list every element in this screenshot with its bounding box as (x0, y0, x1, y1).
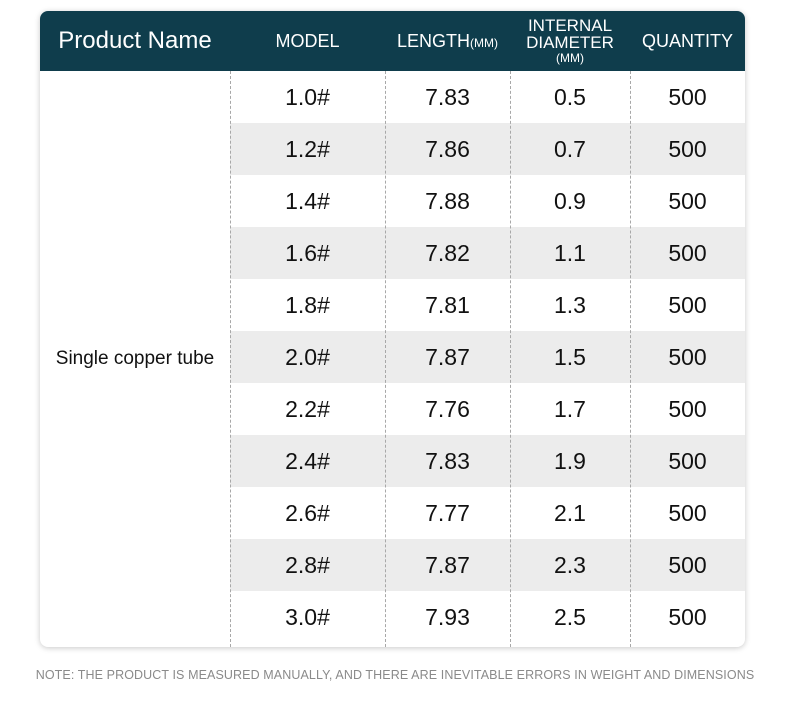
table-header: Product Name MODEL LENGTH(MM) INTERNAL D… (40, 11, 745, 71)
quantity-cell: 500 (668, 187, 707, 214)
header-length-label: LENGTH(MM) (397, 31, 498, 52)
length-cell: 7.93 (425, 603, 470, 630)
length-cell: 7.86 (425, 135, 470, 162)
table-row: 2.2# 7.76 1.7 500 (230, 383, 745, 435)
table-row: 1.0# 7.83 0.5 500 (230, 71, 745, 123)
diameter-cell: 2.5 (554, 603, 586, 630)
quantity-cell: 500 (668, 83, 707, 110)
length-cell: 7.87 (425, 343, 470, 370)
length-cell: 7.77 (425, 499, 470, 526)
spec-table: Product Name MODEL LENGTH(MM) INTERNAL D… (40, 11, 745, 647)
header-product-name-label: Product Name (58, 27, 212, 54)
table-row: 1.4# 7.88 0.9 500 (230, 175, 745, 227)
model-cell: 1.0# (285, 83, 330, 110)
model-cell: 2.4# (285, 447, 330, 474)
quantity-cell: 500 (668, 499, 707, 526)
header-model: MODEL (230, 11, 385, 71)
model-cell: 1.6# (285, 239, 330, 266)
table-row: 2.4# 7.83 1.9 500 (230, 435, 745, 487)
diameter-cell: 1.9 (554, 447, 586, 474)
model-cell: 1.2# (285, 135, 330, 162)
header-diameter-line1: INTERNAL (527, 16, 613, 35)
column-divider (385, 71, 386, 647)
header-quantity-label: QUANTITY (641, 30, 733, 51)
column-divider (230, 71, 231, 647)
table-row: 2.0# 7.87 1.5 500 (230, 331, 745, 383)
diameter-cell: 2.1 (554, 499, 586, 526)
quantity-cell: 500 (668, 447, 707, 474)
quantity-cell: 500 (668, 291, 707, 318)
header-length: LENGTH(MM) (385, 11, 510, 71)
table-row: 1.8# 7.81 1.3 500 (230, 279, 745, 331)
diameter-cell: 1.3 (554, 291, 586, 318)
table-row: 2.8# 7.87 2.3 500 (230, 539, 745, 591)
length-cell: 7.76 (425, 395, 470, 422)
quantity-cell: 500 (668, 239, 707, 266)
header-quantity: QUANTITY (630, 11, 745, 71)
length-cell: 7.83 (425, 447, 470, 474)
quantity-cell: 500 (668, 343, 707, 370)
quantity-cell: 500 (668, 551, 707, 578)
model-cell: 1.8# (285, 291, 330, 318)
length-cell: 7.82 (425, 239, 470, 266)
length-cell: 7.83 (425, 83, 470, 110)
diameter-cell: 1.1 (554, 239, 586, 266)
length-cell: 7.81 (425, 291, 470, 318)
column-divider (510, 71, 511, 647)
quantity-cell: 500 (668, 395, 707, 422)
quantity-cell: 500 (668, 135, 707, 162)
table-row: 2.6# 7.77 2.1 500 (230, 487, 745, 539)
header-length-text: LENGTH (397, 30, 471, 51)
length-cell: 7.87 (425, 551, 470, 578)
header-product-name: Product Name (40, 11, 230, 71)
diameter-cell: 0.7 (554, 135, 586, 162)
model-cell: 1.4# (285, 187, 330, 214)
product-name-cell: Single copper tube (55, 348, 215, 369)
model-cell: 2.2# (285, 395, 330, 422)
model-cell: 2.6# (285, 499, 330, 526)
model-cell: 2.8# (285, 551, 330, 578)
diameter-cell: 1.7 (554, 395, 586, 422)
header-diameter-line2: DIAMETER (526, 33, 614, 52)
measurement-note: NOTE: THE PRODUCT IS MEASURED MANUALLY, … (35, 668, 755, 682)
column-divider (630, 71, 631, 647)
header-internal-diameter: INTERNAL DIAMETER (MM) (510, 11, 630, 71)
table-row: 3.0# 7.93 2.5 500 (230, 591, 745, 643)
header-model-label: MODEL (275, 30, 340, 51)
model-cell: 3.0# (285, 603, 330, 630)
table-body: 1.0# 7.83 0.5 500 1.2# 7.86 0.7 500 1.4# 7.88 0.9 5… (230, 71, 745, 643)
diameter-cell: 2.3 (554, 551, 586, 578)
diameter-cell: 0.5 (554, 83, 586, 110)
diameter-cell: 0.9 (554, 187, 586, 214)
model-cell: 2.0# (285, 343, 330, 370)
header-length-unit: (MM) (470, 35, 498, 50)
table-row: 1.2# 7.86 0.7 500 (230, 123, 745, 175)
header-diameter-unit: (MM) (556, 51, 584, 65)
table-row: 1.6# 7.82 1.1 500 (230, 227, 745, 279)
length-cell: 7.88 (425, 187, 470, 214)
quantity-cell: 500 (668, 603, 707, 630)
diameter-cell: 1.5 (554, 343, 586, 370)
